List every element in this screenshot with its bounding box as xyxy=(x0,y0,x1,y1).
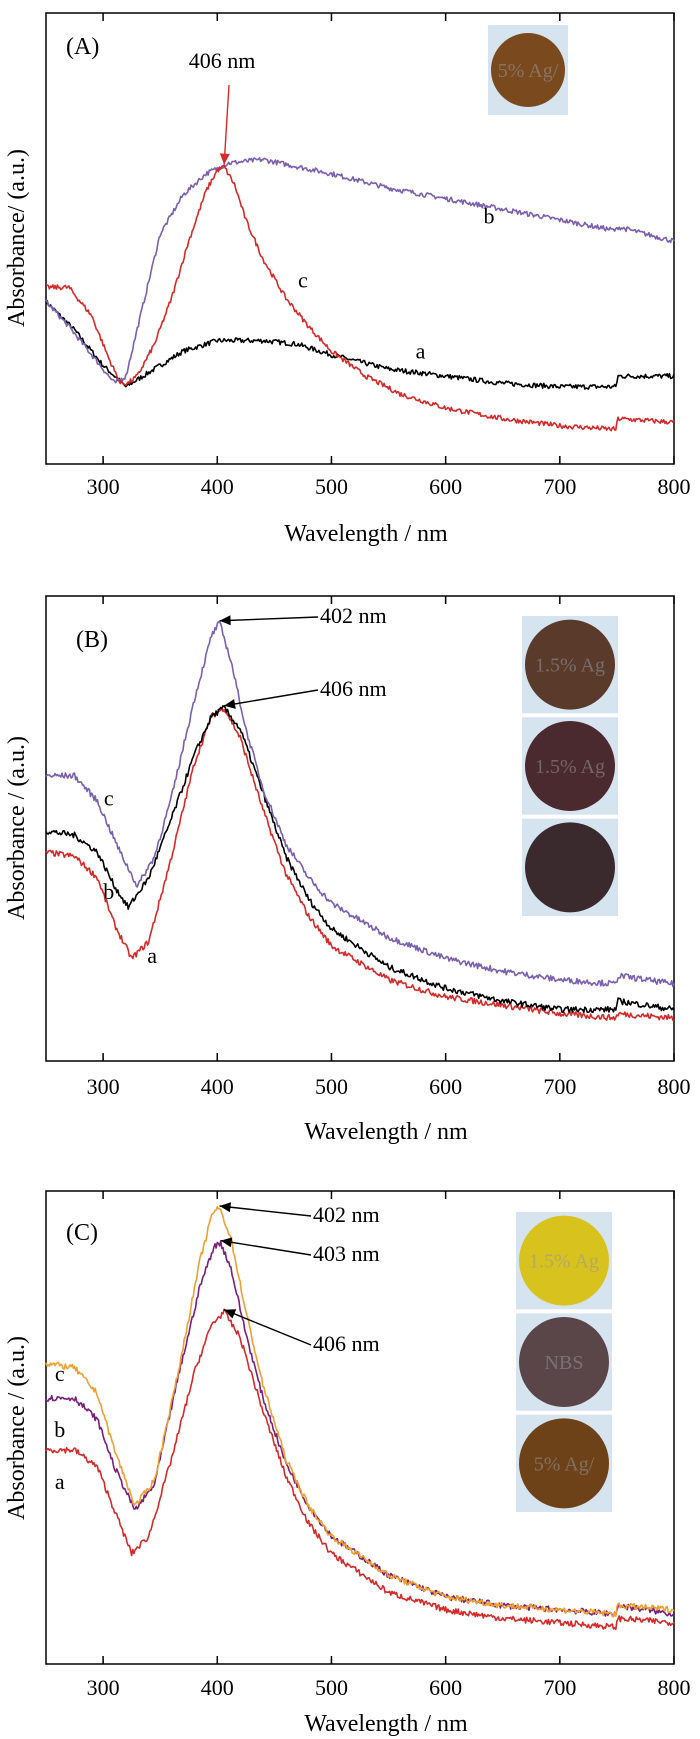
peak-label: 406 nm xyxy=(189,48,256,73)
peak-label: 406 nm xyxy=(320,676,387,701)
series-c-line xyxy=(45,621,675,988)
sample-photo-inset: 1.5% Ag NBS 5% Ag/ xyxy=(516,1212,612,1512)
series-b-line xyxy=(45,705,675,1014)
peak-arrow xyxy=(223,1309,312,1346)
series-layer xyxy=(45,157,675,432)
x-axis-title: Wavelength / nm xyxy=(284,521,448,547)
peak-arrow-head xyxy=(220,1237,233,1248)
x-tick-label: 300 xyxy=(87,1675,120,1700)
curve-label-c: c xyxy=(104,786,114,811)
sample-photo-inset: 1.5% Ag 1.5% Ag xyxy=(522,616,618,916)
panel-label: (A) xyxy=(66,34,99,60)
peak-arrow-head xyxy=(224,1309,237,1319)
curve-label-c: c xyxy=(298,267,308,292)
sample-disc-label: 1.5% Ag xyxy=(535,756,605,778)
curve-label-a: a xyxy=(416,338,426,363)
y-axis-title: Absorbance / (a.u.) xyxy=(4,736,30,920)
panel-b: (B) Absorbance / (a.u.) Wavelength / nm … xyxy=(4,595,691,1145)
y-axis-title: Absorbance/ (a.u.) xyxy=(4,149,30,327)
x-tick-label: 300 xyxy=(87,1074,120,1099)
panel-a: (A) Absorbance/ (a.u.) Wavelength / nm 3… xyxy=(4,12,691,547)
sample-disc xyxy=(519,1418,609,1509)
x-tick-label: 400 xyxy=(201,1074,234,1099)
series-b-line xyxy=(45,157,675,384)
x-tick-label: 500 xyxy=(315,474,348,499)
peak-label: 402 nm xyxy=(320,603,387,628)
x-tick-label: 700 xyxy=(543,1675,576,1700)
peak-arrow xyxy=(220,1239,312,1256)
x-tick-label: 500 xyxy=(315,1675,348,1700)
x-tick-label: 700 xyxy=(543,474,576,499)
peak-arrow-head xyxy=(219,153,230,165)
series-b-line xyxy=(45,1240,675,1618)
peak-arrow xyxy=(219,1205,312,1217)
peak-annotations: 402 nm 403 nm 406 nm xyxy=(219,1202,380,1356)
sample-disc-label: 5% Ag/ xyxy=(498,60,559,82)
series-c-line xyxy=(45,164,675,432)
curve-labels: a b c xyxy=(54,1361,65,1494)
x-ticks: 300 400 500 600 700 800 xyxy=(87,596,691,1099)
peak-annotations: 402 nm 406 nm xyxy=(219,603,387,709)
peak-arrow-head xyxy=(224,699,236,709)
x-tick-label: 800 xyxy=(658,1675,691,1700)
peak-label: 402 nm xyxy=(313,1202,380,1227)
series-a-line xyxy=(45,299,675,390)
x-axis-title: Wavelength / nm xyxy=(304,1119,468,1145)
curve-label-b: b xyxy=(54,1417,65,1442)
sample-disc-label: 1.5% Ag xyxy=(529,1251,599,1273)
x-tick-label: 600 xyxy=(429,1074,462,1099)
plot-frame xyxy=(45,595,675,1062)
curve-labels: a b c xyxy=(103,786,157,968)
peak-arrow xyxy=(219,616,319,622)
series-layer xyxy=(45,621,675,1021)
peak-arrow xyxy=(223,84,230,165)
sample-disc xyxy=(519,1215,609,1306)
curve-labels: a b c xyxy=(298,203,494,363)
curve-label-b: b xyxy=(103,879,114,904)
x-tick-label: 400 xyxy=(201,474,234,499)
x-tick-label: 600 xyxy=(429,474,462,499)
peak-arrow xyxy=(224,689,319,707)
x-tick-label: 700 xyxy=(543,1074,576,1099)
sample-disc xyxy=(525,822,615,913)
sample-disc xyxy=(525,619,615,710)
sample-disc-label: 5% Ag/ xyxy=(534,1453,595,1475)
sample-photo-inset: 5% Ag/ xyxy=(488,25,568,115)
x-tick-label: 500 xyxy=(315,1074,348,1099)
curve-label-c: c xyxy=(55,1361,65,1386)
x-axis-title: Wavelength / nm xyxy=(304,1711,468,1737)
curve-label-a: a xyxy=(147,943,157,968)
y-axis-title: Absorbance / (a.u.) xyxy=(4,1336,30,1520)
curve-label-b: b xyxy=(484,203,495,228)
sample-disc xyxy=(519,1317,609,1407)
plot-frame xyxy=(45,12,675,465)
panel-label: (C) xyxy=(66,1220,98,1246)
x-ticks: 300 400 500 600 700 800 xyxy=(87,13,691,499)
peak-label: 406 nm xyxy=(313,1331,380,1356)
series-a-line xyxy=(45,1308,675,1631)
x-tick-label: 400 xyxy=(201,1675,234,1700)
curve-label-a: a xyxy=(55,1469,65,1494)
peak-annotations: 406 nm xyxy=(189,48,256,165)
panel-label: (B) xyxy=(76,627,108,653)
x-tick-label: 600 xyxy=(429,1675,462,1700)
sample-disc-label: 1.5% Ag xyxy=(535,655,605,677)
x-ticks: 300 400 500 600 700 800 xyxy=(87,1191,691,1700)
series-c-line xyxy=(45,1205,675,1618)
peak-label: 403 nm xyxy=(313,1241,380,1266)
peak-arrow-head xyxy=(219,1202,231,1213)
plot-frame xyxy=(45,1190,675,1665)
sample-disc xyxy=(491,33,565,107)
sample-disc xyxy=(525,721,615,811)
peak-arrow-head xyxy=(219,615,231,626)
sample-disc-label: NBS xyxy=(545,1352,584,1374)
series-layer xyxy=(45,1205,675,1631)
x-tick-label: 300 xyxy=(87,474,120,499)
x-tick-label: 800 xyxy=(658,474,691,499)
panel-c: (C) Absorbance / (a.u.) Wavelength / nm … xyxy=(4,1190,691,1737)
x-tick-label: 800 xyxy=(658,1074,691,1099)
